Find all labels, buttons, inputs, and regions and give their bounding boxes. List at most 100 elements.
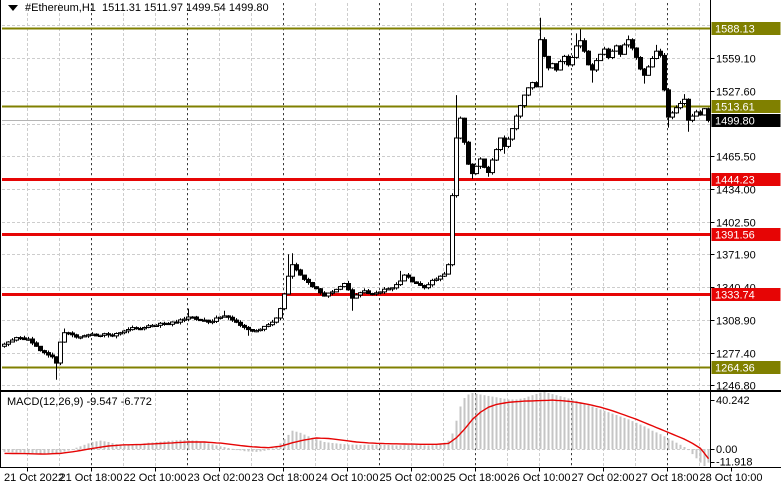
macd-indicator-label: MACD(12,26,9) -9.547 -6.772	[7, 396, 152, 408]
candle-bearish	[586, 50, 591, 66]
symbol-dropdown-icon[interactable]	[8, 5, 18, 11]
candle-bearish	[590, 64, 595, 71]
candle-bullish	[402, 274, 407, 282]
candle-bearish	[322, 292, 327, 297]
candle-bullish	[382, 288, 387, 293]
macd-bar	[579, 402, 582, 450]
candle-bearish	[50, 354, 55, 358]
macd-bar	[611, 413, 614, 450]
macd-bar	[167, 440, 170, 450]
candle-bullish	[222, 315, 227, 318]
macd-bar	[35, 449, 38, 454]
candle-bullish	[290, 264, 295, 277]
candle-bearish	[658, 50, 663, 56]
macd-bar	[223, 447, 226, 450]
candle-bullish	[130, 327, 135, 331]
macd-bar	[163, 441, 166, 450]
price-tick-label: 1371.90	[716, 250, 756, 262]
time-tick-label: 23 Oct 18:00	[252, 472, 315, 484]
macd-bar	[547, 393, 550, 450]
candle-bullish	[670, 112, 675, 118]
macd-bar	[443, 442, 446, 450]
macd-bar	[519, 398, 522, 450]
macd-bar	[95, 441, 98, 450]
macd-bar	[647, 428, 650, 450]
macd-bar	[251, 449, 254, 452]
candle-bearish	[38, 345, 43, 352]
candle-bullish	[558, 61, 563, 71]
level-price-badge-label: 1588.13	[715, 24, 755, 36]
level-price-badge	[711, 288, 781, 301]
candle-bearish	[470, 163, 475, 175]
candle-bullish	[62, 332, 67, 343]
macd-bar	[351, 444, 354, 450]
candle-bearish	[370, 293, 375, 296]
candle-bearish	[414, 281, 419, 284]
candle-bullish	[690, 115, 695, 121]
macd-bar	[535, 393, 538, 450]
candle-bearish	[662, 54, 667, 91]
macd-bar	[79, 446, 82, 450]
macd-bar	[171, 440, 174, 450]
macd-bar	[543, 392, 546, 450]
macd-bar	[71, 449, 74, 451]
macd-bar	[383, 444, 386, 450]
macd-bar	[463, 398, 466, 450]
macd-bar	[199, 441, 202, 450]
candle-bullish	[274, 317, 279, 323]
macd-bar	[575, 400, 578, 450]
candle-bearish	[630, 39, 635, 49]
macd-bar	[587, 405, 590, 450]
candle-bullish	[254, 330, 259, 333]
macd-bar	[563, 397, 566, 450]
candle-bullish	[514, 115, 519, 130]
macd-bar	[183, 440, 186, 450]
macd-bar	[591, 406, 594, 450]
macd-bar	[247, 449, 250, 452]
candle-bullish	[650, 58, 655, 68]
macd-bar	[271, 448, 274, 450]
macd-bar	[191, 440, 194, 450]
candle-bullish	[562, 55, 567, 63]
candle-bullish	[678, 103, 683, 109]
candle-bearish	[94, 333, 99, 337]
candle-bullish	[550, 63, 555, 69]
candle-bullish	[398, 280, 403, 286]
candle-bullish	[6, 341, 11, 345]
current-price-badge-label: 1499.80	[715, 116, 755, 128]
candle-bullish	[530, 82, 535, 89]
candle-bullish	[114, 333, 119, 337]
macd-bar	[415, 445, 418, 450]
candle-bearish	[198, 318, 203, 322]
macd-bar	[411, 444, 414, 450]
macd-bar	[495, 397, 498, 450]
candle-bearish	[250, 329, 255, 332]
macd-bar	[67, 449, 70, 451]
level-price-badge-label: 1513.61	[715, 102, 755, 114]
time-tick-label: 23 Oct 02:00	[188, 472, 251, 484]
macd-bar	[11, 449, 14, 453]
candle-bullish	[182, 318, 187, 321]
macd-bar	[243, 449, 246, 452]
candle-bearish	[486, 166, 491, 174]
macd-bar	[187, 440, 190, 450]
time-tick-label: 28 Oct 10:00	[700, 472, 763, 484]
macd-bar	[263, 449, 266, 451]
candle-bullish	[526, 87, 531, 96]
macd-bar	[131, 445, 134, 450]
candle-bearish	[294, 264, 299, 271]
candle-bearish	[686, 98, 691, 121]
macd-bar	[391, 445, 394, 450]
candle-bullish	[602, 48, 607, 55]
candle-bearish	[314, 286, 319, 290]
time-tick-label: 27 Oct 18:00	[636, 472, 699, 484]
candle-bullish	[442, 273, 447, 277]
candle-bullish	[102, 333, 107, 336]
candle-bearish	[666, 89, 671, 118]
macd-bar	[427, 445, 430, 450]
macd-bar	[707, 449, 710, 463]
macd-bar	[343, 444, 346, 450]
candle-bearish	[482, 158, 487, 168]
